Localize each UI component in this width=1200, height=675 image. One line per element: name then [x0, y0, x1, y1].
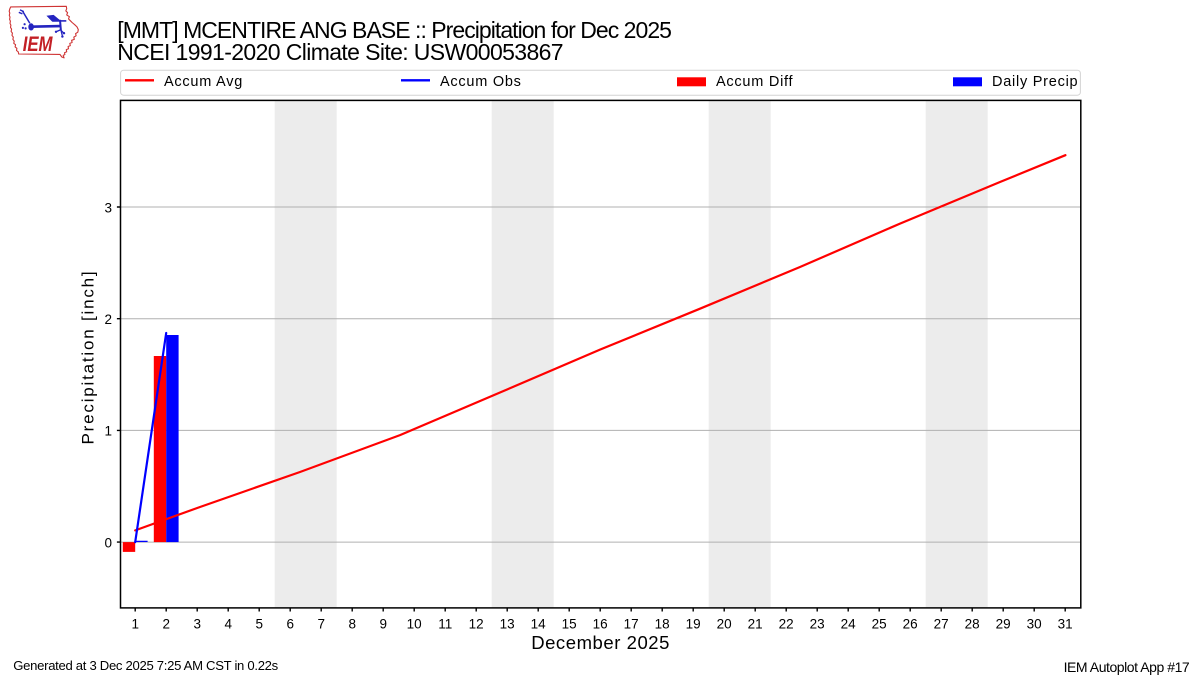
svg-text:Daily Precip: Daily Precip [992, 74, 1078, 90]
svg-text:31: 31 [1058, 616, 1073, 631]
svg-text:1: 1 [104, 424, 112, 439]
svg-text:9: 9 [379, 616, 387, 631]
svg-text:5: 5 [255, 616, 263, 631]
svg-text:17: 17 [624, 616, 639, 631]
svg-text:20: 20 [717, 616, 732, 631]
svg-text:IEM: IEM [23, 33, 54, 56]
svg-text:13: 13 [500, 616, 515, 631]
svg-text:29: 29 [996, 616, 1011, 631]
svg-text:14: 14 [531, 616, 547, 631]
svg-text:30: 30 [1027, 616, 1042, 631]
svg-text:Accum Diff: Accum Diff [716, 74, 794, 90]
svg-text:6: 6 [286, 616, 294, 631]
svg-text:Accum Obs: Accum Obs [440, 74, 522, 90]
svg-text:27: 27 [934, 616, 949, 631]
svg-text:11: 11 [438, 616, 452, 631]
svg-text:26: 26 [903, 616, 918, 631]
svg-text:7: 7 [317, 616, 325, 631]
svg-text:4: 4 [224, 616, 232, 631]
svg-text:3: 3 [193, 616, 201, 631]
svg-text:8: 8 [348, 616, 356, 631]
svg-text:28: 28 [965, 616, 980, 631]
svg-text:15: 15 [562, 616, 577, 631]
svg-text:12: 12 [469, 616, 484, 631]
svg-text:1: 1 [131, 616, 139, 631]
svg-text:2: 2 [162, 616, 170, 631]
svg-text:25: 25 [872, 616, 887, 631]
svg-text:Precipitation [inch]: Precipitation [inch] [79, 270, 98, 445]
svg-text:16: 16 [593, 616, 608, 631]
svg-text:22: 22 [779, 616, 794, 631]
svg-text:2: 2 [104, 312, 112, 327]
svg-text:December 2025: December 2025 [531, 632, 670, 653]
svg-text:0: 0 [104, 535, 112, 550]
svg-text:21: 21 [748, 616, 763, 631]
svg-text:19: 19 [686, 616, 701, 631]
svg-text:18: 18 [655, 616, 670, 631]
svg-text:Accum Avg: Accum Avg [164, 74, 243, 90]
svg-text:23: 23 [810, 616, 825, 631]
svg-text:3: 3 [104, 200, 112, 215]
svg-text:24: 24 [841, 616, 857, 631]
svg-text:10: 10 [407, 616, 422, 631]
